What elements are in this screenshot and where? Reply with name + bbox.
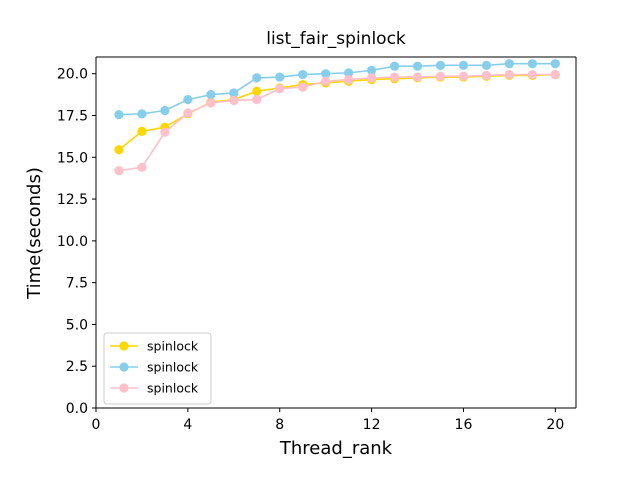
y-tick-label: 7.5 <box>66 276 88 292</box>
series-3-point <box>481 70 492 80</box>
legend-item-2: spinlock <box>110 360 199 375</box>
series-2-point <box>527 59 537 69</box>
legend: spinlock spinlock spinlock <box>103 332 212 405</box>
y-axis-title: Time(seconds) <box>24 167 45 300</box>
series-3-point <box>206 98 216 108</box>
legend-swatch-marker <box>119 383 129 393</box>
x-tick-label: 16 <box>455 417 473 433</box>
series-2-point <box>550 59 560 69</box>
x-tick-label: 12 <box>363 417 381 433</box>
legend-box <box>103 332 212 405</box>
axes-frame: 0 4 8 12 16 20 0.0 2.5 5.0 7.5 10.0 12.5 15.0 17.5 20.… <box>57 56 577 433</box>
series-3 <box>114 69 560 176</box>
series-3-point <box>321 76 331 86</box>
y-tick-label: 0.0 <box>66 401 88 417</box>
series-2-point <box>367 65 377 75</box>
series-3-point <box>344 74 354 85</box>
chart-title: list_fair_spinlock <box>266 29 406 49</box>
series-2-point <box>206 90 216 100</box>
y-tick-label: 20.0 <box>57 67 88 83</box>
x-tick-label: 20 <box>546 417 564 433</box>
series-2-point <box>504 59 514 69</box>
plot-area: 0 4 8 12 16 20 0.0 2.5 5.0 7.5 10.0 12.5 15.0 17.5 20.… <box>57 56 577 433</box>
x-tick-label: 4 <box>183 417 192 433</box>
y-tick-label: 2.5 <box>66 359 88 375</box>
series-3-point <box>412 72 423 82</box>
series-2-point <box>458 60 469 70</box>
legend-item-3: spinlock <box>110 381 199 396</box>
legend-item-1: spinlock <box>110 339 199 354</box>
series-2 <box>114 59 560 120</box>
series-3-point <box>550 69 560 80</box>
series-1-point <box>114 145 124 155</box>
x-axis-title: Thread_rank <box>279 438 393 459</box>
series-2-point <box>321 69 331 79</box>
series-2-point <box>252 73 262 83</box>
series-3-point <box>298 82 308 92</box>
series-3-point <box>367 73 377 83</box>
x-tick-label: 0 <box>92 417 101 433</box>
legend-label: spinlock <box>147 339 199 354</box>
series-2-point <box>229 88 239 98</box>
series-2-point <box>183 95 193 105</box>
series-2-point <box>481 60 492 70</box>
series-3-point <box>389 72 400 82</box>
series-3-point <box>160 127 170 137</box>
series-2-point <box>344 68 354 78</box>
series-3-point <box>137 162 147 172</box>
x-tick-label: 8 <box>275 417 284 433</box>
series-1-point <box>252 86 262 96</box>
y-tick-label: 12.5 <box>57 192 88 208</box>
series-2-point <box>137 109 147 119</box>
legend-label: spinlock <box>147 381 199 396</box>
series-2-point <box>298 69 308 80</box>
y-tick-label: 15.0 <box>57 150 88 166</box>
y-tick-label: 10.0 <box>57 234 88 250</box>
series-3-point <box>458 71 469 81</box>
series-2-point <box>435 60 446 70</box>
series-2-point <box>389 61 400 71</box>
series-3-point <box>275 84 285 94</box>
legend-label: spinlock <box>147 360 199 375</box>
series-3-point <box>504 69 514 80</box>
series-2-point <box>114 110 124 120</box>
series-2-point <box>412 61 423 71</box>
legend-swatch-marker <box>119 341 129 351</box>
y-tick-label: 5.0 <box>66 317 88 333</box>
series-2-point <box>160 105 170 116</box>
series-3-point <box>183 108 193 118</box>
series-3-point <box>527 69 537 80</box>
y-tick-label: 17.5 <box>57 109 88 125</box>
series-2-point <box>275 72 285 82</box>
series-3-point <box>435 71 446 81</box>
series-3-point <box>229 95 239 106</box>
legend-swatch-marker <box>119 362 129 372</box>
series-3-point <box>252 95 262 105</box>
series-1-point <box>137 126 147 136</box>
series-3-point <box>114 166 124 176</box>
